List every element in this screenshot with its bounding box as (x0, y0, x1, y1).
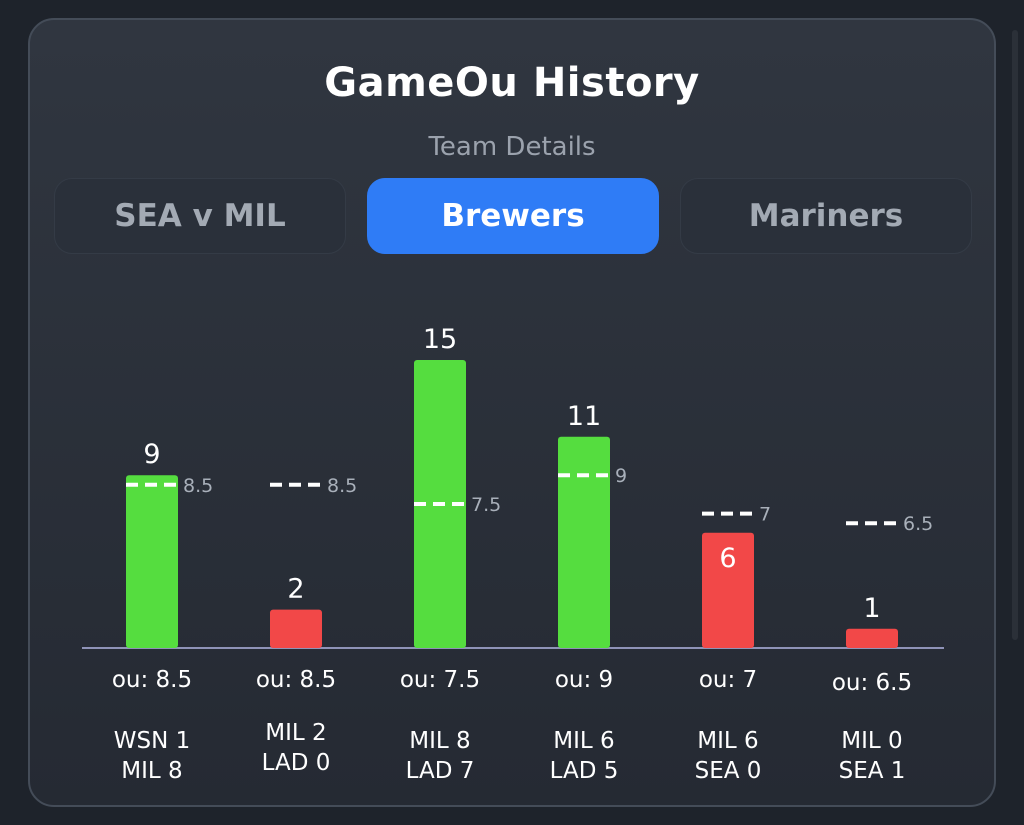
page-title: GameOu History (324, 60, 700, 106)
game-ou-history-card: GameOu History Team Details SEA v MIL Br… (28, 18, 996, 807)
matchup-team-2: LAD 0 (262, 750, 331, 776)
ou-line-label: 7.5 (471, 494, 501, 516)
bar[interactable] (702, 532, 754, 648)
bar[interactable] (558, 436, 610, 648)
bar-value-label: 15 (423, 324, 457, 355)
bar[interactable] (846, 628, 898, 648)
matchup-team-2: LAD 7 (406, 758, 475, 784)
ou-history-chart: 9 8.5 ou: 8.5 WSN 1 MIL 8 2 8.5 ou: 8.5 MIL 2 LAD… (82, 324, 944, 784)
ou-axis-label: ou: 7.5 (400, 667, 480, 693)
bar[interactable] (126, 475, 178, 648)
matchup-team-1: MIL 6 (697, 728, 758, 754)
ou-axis-label: ou: 9 (555, 667, 613, 693)
ou-axis-label: ou: 8.5 (256, 667, 336, 693)
matchup-team-2: SEA 1 (839, 758, 906, 784)
matchup-team-1: MIL 8 (409, 728, 470, 754)
matchup-team-2: MIL 8 (121, 758, 182, 784)
bar-value-label: 9 (143, 439, 160, 470)
ou-line-label: 9 (615, 465, 627, 487)
ou-line-label: 8.5 (327, 475, 357, 497)
matchup-team-1: MIL 0 (841, 728, 902, 754)
ou-line-label: 7 (759, 504, 771, 526)
matchup-team-2: SEA 0 (695, 758, 762, 784)
ou-line-label: 6.5 (903, 513, 933, 535)
matchup-team-2: LAD 5 (550, 758, 619, 784)
page-subtitle: Team Details (428, 132, 596, 162)
bar-value-label: 1 (863, 593, 880, 624)
ou-axis-label: ou: 6.5 (832, 670, 912, 696)
ou-line-label: 8.5 (183, 475, 213, 497)
matchup-team-1: MIL 6 (553, 728, 614, 754)
ou-axis-label: ou: 7 (699, 667, 757, 693)
tab-sea-v-mil[interactable]: SEA v MIL (54, 178, 346, 254)
ou-axis-label: ou: 8.5 (112, 667, 192, 693)
team-tabs: SEA v MIL Brewers Mariners (54, 178, 972, 254)
matchup-team-1: MIL 2 (265, 720, 326, 746)
bar-value-label: 11 (567, 401, 601, 432)
matchup-team-1: WSN 1 (114, 728, 191, 754)
tab-mariners[interactable]: Mariners (680, 178, 972, 254)
tab-brewers[interactable]: Brewers (367, 178, 659, 254)
bar[interactable] (270, 609, 322, 648)
bar-value-label: 6 (719, 543, 736, 574)
scrollbar[interactable] (1012, 30, 1018, 640)
bar-value-label: 2 (287, 574, 304, 605)
